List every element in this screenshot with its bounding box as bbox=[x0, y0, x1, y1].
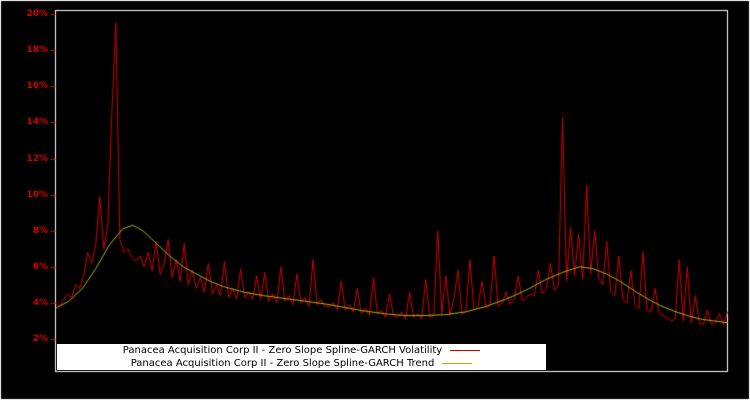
legend-item-volatility: Panacea Acquisition Corp II - Zero Slope… bbox=[57, 344, 546, 357]
trend-line-sample-icon bbox=[442, 363, 473, 364]
legend-item-trend: Panacea Acquisition Corp II - Zero Slope… bbox=[57, 357, 546, 370]
legend-label-volatility: Panacea Acquisition Corp II - Zero Slope… bbox=[122, 344, 443, 356]
volatility-line-sample-icon bbox=[450, 350, 481, 351]
legend-label-trend: Panacea Acquisition Corp II - Zero Slope… bbox=[130, 357, 435, 369]
legend: Panacea Acquisition Corp II - Zero Slope… bbox=[57, 344, 546, 370]
